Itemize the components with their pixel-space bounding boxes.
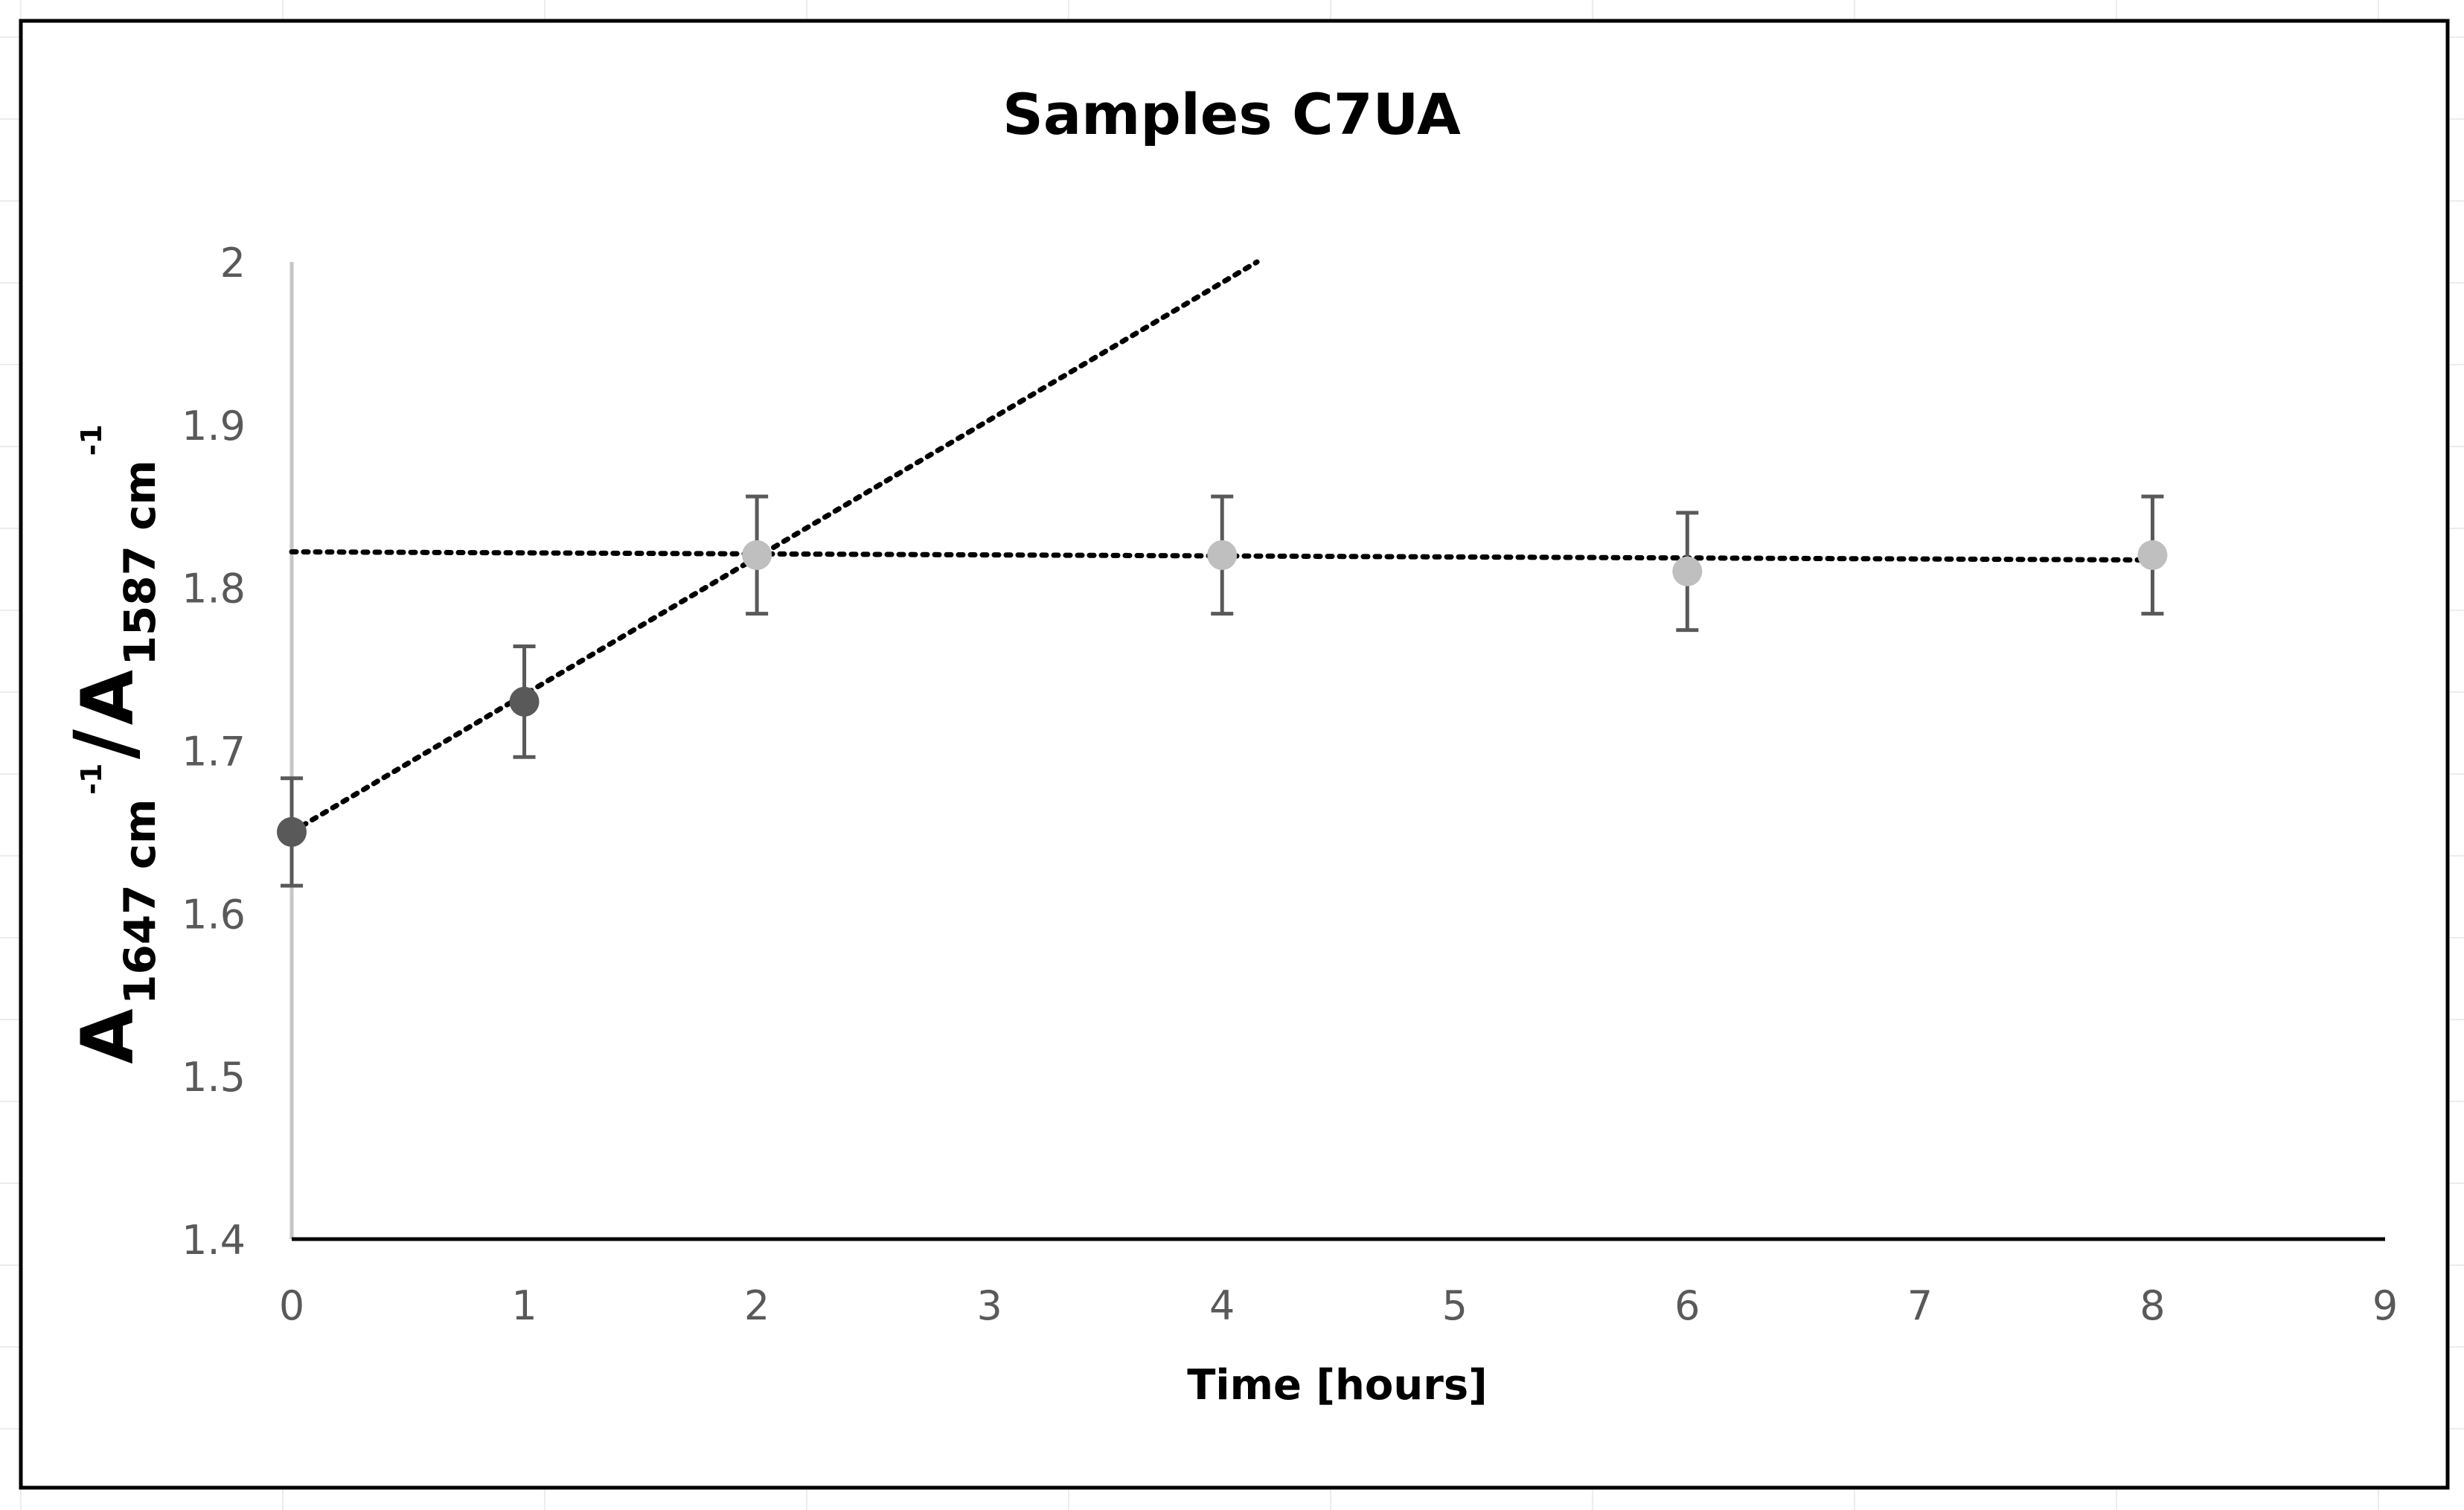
data-point-plateau	[742, 540, 772, 570]
y-axis-label-a2: A	[66, 670, 150, 725]
y-tick-labels: 1.4 1.5 1.6 1.7 1.8 1.9 2	[182, 240, 246, 1264]
x-tick-label: 5	[1442, 1282, 1468, 1329]
y-tick-label: 1.7	[182, 729, 246, 775]
x-tick-label: 6	[1674, 1282, 1700, 1329]
y-axis-label-sub2: 1587 cm	[115, 460, 165, 665]
data-point-early	[277, 816, 307, 847]
data-point-early	[509, 686, 540, 717]
y-axis-label: A 1647 cm -1 / A 1587 cm -1	[57, 424, 165, 1064]
data-points	[277, 540, 2168, 847]
y-tick-label: 1.5	[182, 1054, 246, 1101]
x-tick-label: 0	[279, 1282, 304, 1329]
x-tick-label: 2	[744, 1282, 769, 1329]
y-axis-label-sub1: 1647 cm	[115, 799, 165, 1004]
y-tick-label: 1.9	[182, 403, 246, 450]
x-tick-label: 7	[1907, 1282, 1933, 1329]
x-tick-label: 8	[2140, 1282, 2165, 1329]
chart-title: Samples C7UA	[1002, 81, 1461, 147]
x-tick-label: 4	[1209, 1282, 1235, 1329]
y-axis-label-sup1: -1	[75, 764, 108, 795]
data-point-plateau	[1672, 556, 1703, 586]
x-tick-label: 3	[976, 1282, 1002, 1329]
data-point-plateau	[2137, 540, 2168, 570]
trendline-linear-rise	[289, 259, 1260, 835]
x-tick-label: 1	[511, 1282, 537, 1329]
y-tick-label: 1.6	[182, 891, 246, 938]
x-axis-label: Time [hours]	[1187, 1361, 1488, 1410]
y-axis-label-slash: /	[57, 729, 152, 759]
x-tick-labels: 0 1 2 3 4 5 6 7 8 9	[279, 1282, 2398, 1329]
y-axis-label-sup2: -1	[75, 424, 108, 455]
y-tick-label: 1.4	[182, 1217, 246, 1264]
y-tick-label: 2	[220, 240, 246, 287]
y-tick-label: 1.8	[182, 566, 246, 612]
x-tick-label: 9	[2372, 1282, 2398, 1329]
data-point-plateau	[1207, 540, 1238, 570]
chart-frame	[19, 19, 2450, 1490]
y-axis-label-a1: A	[66, 1008, 150, 1063]
